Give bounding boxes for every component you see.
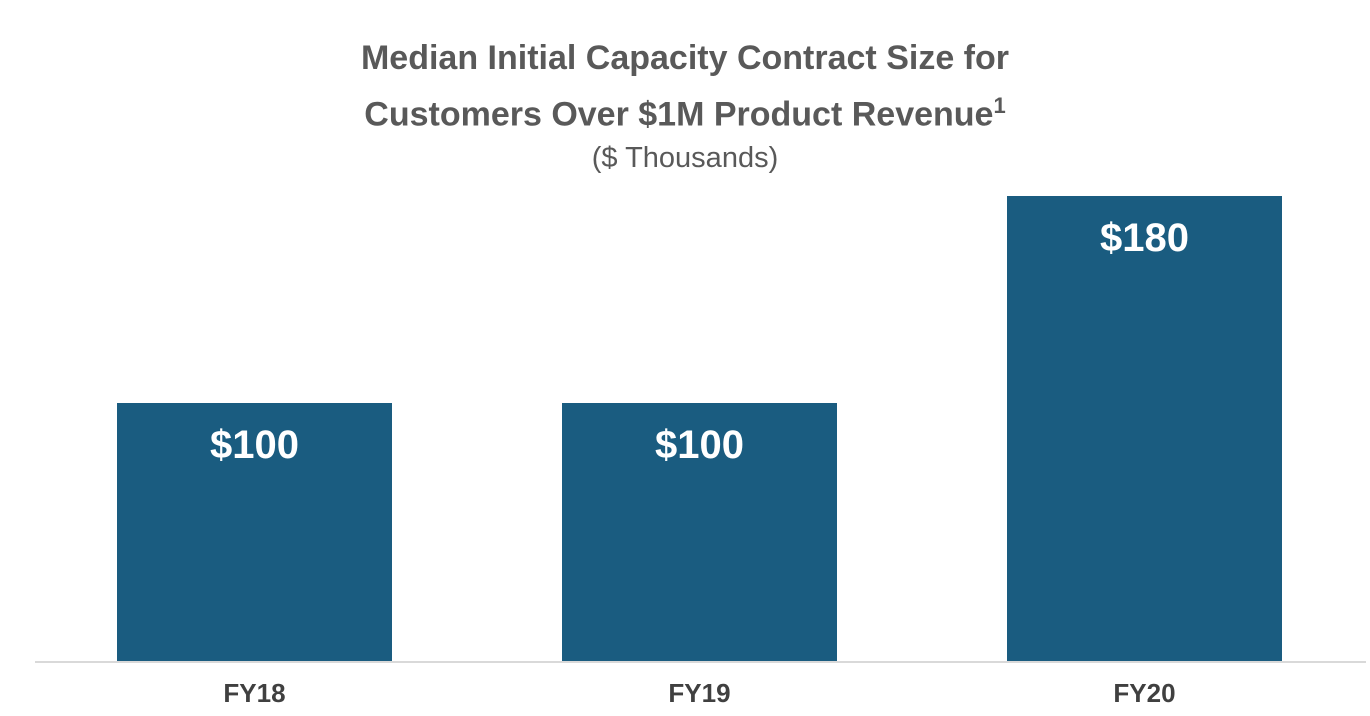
x-axis-label-fy20: FY20 bbox=[1113, 678, 1176, 708]
x-axis-label-fy19: FY19 bbox=[668, 678, 731, 708]
bar-value-label-fy18: $100 bbox=[210, 423, 299, 467]
x-axis-label-fy18: FY18 bbox=[223, 678, 286, 708]
bar-value-label-fy19: $100 bbox=[655, 423, 744, 467]
chart-title-footnote-marker: 1 bbox=[993, 93, 1006, 118]
plot-area: $100 $100 $180 bbox=[117, 0, 1282, 662]
x-axis-labels: FY18 FY19 FY20 bbox=[117, 678, 1282, 709]
chart-title-line-1: Median Initial Capacity Contract Size fo… bbox=[0, 34, 1370, 82]
bar-fy20: $180 bbox=[1007, 196, 1282, 662]
chart-title-line-2: Customers Over $1M Product Revenue1 bbox=[0, 82, 1370, 138]
chart-subtitle: ($ Thousands) bbox=[591, 142, 779, 175]
chart-title-text-2: Customers Over $1M Product Revenue bbox=[364, 95, 994, 134]
chart-title-text-1: Median Initial Capacity Contract Size fo… bbox=[360, 39, 1009, 77]
chart-title-block: Median Initial Capacity Contract Size fo… bbox=[0, 34, 1370, 178]
bar-fy19: $100 bbox=[562, 403, 837, 662]
bar-fy18: $100 bbox=[117, 403, 392, 662]
bar-value-label-fy20: $180 bbox=[1100, 216, 1189, 260]
x-axis-baseline bbox=[35, 661, 1366, 663]
